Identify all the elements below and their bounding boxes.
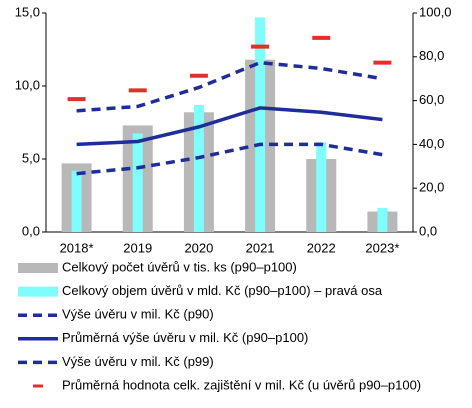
x-tick-label: 2020 — [184, 240, 213, 255]
y-tick-label: 15,0 — [15, 4, 40, 19]
y-tick-label: 0,0 — [22, 223, 40, 238]
y-tick-label: 10,0 — [15, 77, 40, 92]
y2-tick-label: 20,0 — [419, 180, 444, 195]
bar — [193, 104, 204, 232]
y2-tick-label: 0,0 — [419, 223, 437, 238]
bar — [71, 170, 82, 232]
y2-tick-label: 80,0 — [419, 48, 444, 63]
line — [76, 142, 383, 176]
x-tick-label: 2021 — [246, 240, 275, 255]
line — [76, 60, 383, 113]
x-tick-label: 2018* — [60, 240, 94, 255]
y2-tick-label: 100,0 — [419, 4, 452, 19]
y2-tick-label: 40,0 — [419, 136, 444, 151]
bar — [132, 133, 143, 232]
x-tick-label: 2022 — [307, 240, 336, 255]
legend-label: Celkový objem úvěrů v mld. Kč (p90–p100)… — [62, 283, 383, 298]
x-tick-label: 2023* — [365, 240, 399, 255]
y-tick-label: 5,0 — [22, 150, 40, 165]
legend-swatch — [18, 286, 58, 297]
line — [76, 106, 383, 147]
legend-label: Celkový počet úvěrů v tis. ks (p90–p100) — [62, 259, 297, 274]
bar — [377, 207, 388, 232]
legend-label: Výše úvěru v mil. Kč (p99) — [62, 354, 214, 369]
legend-label: Výše úvěru v mil. Kč (p90) — [62, 307, 214, 322]
x-tick-label: 2019 — [123, 240, 152, 255]
legend-label: Průměrná hodnota celk. zajištění v mil. … — [62, 377, 421, 392]
legend-label: Průměrná výše úvěru v mil. Kč (p90–p100) — [62, 330, 308, 345]
bar — [316, 142, 327, 232]
y2-tick-label: 60,0 — [419, 92, 444, 107]
bar — [255, 17, 266, 232]
legend-swatch — [18, 263, 58, 273]
